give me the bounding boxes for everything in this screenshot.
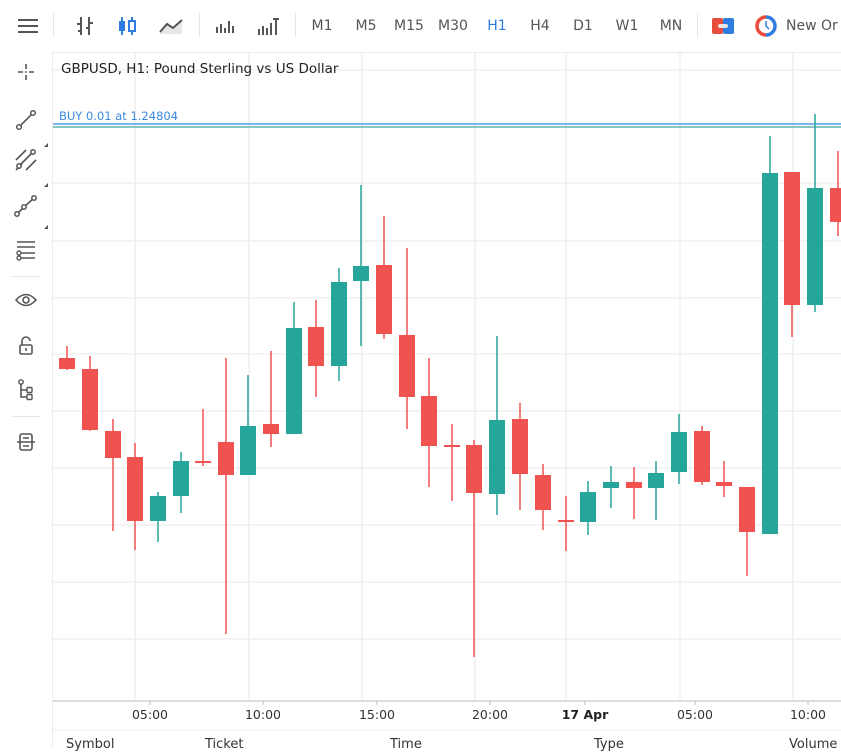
price-chart[interactable]: GBPUSD, H1: Pound Sterling vs US Dollar … [53,53,841,747]
submenu-indicator [44,225,48,229]
timeframe-m15[interactable]: M15 [390,0,428,52]
column-header-symbol[interactable]: Symbol [66,737,115,752]
column-header-volume[interactable]: Volume [789,737,838,752]
time-axis-label: 10:00 [789,707,827,722]
timeframe-h4[interactable]: H4 [525,0,555,52]
timeframe-label: M30 [438,18,468,34]
timeframe-label: M5 [355,18,377,34]
trend-line-icon[interactable] [10,104,42,136]
submenu-indicator [44,183,48,187]
timeframe-label: MN [659,18,683,34]
new-order-button[interactable]: New Or [755,0,841,52]
timeframe-d1[interactable]: D1 [568,0,598,52]
timeframe-label: D1 [573,18,593,34]
chart-title: GBPUSD, H1: Pound Sterling vs US Dollar [61,61,339,77]
order-line-label[interactable]: BUY 0.01 at 1.24804 [59,109,179,123]
channel-icon[interactable] [10,144,42,176]
one-click-trading-icon[interactable] [708,0,738,52]
hamburger-menu-icon[interactable] [10,0,46,52]
indicators-icon[interactable] [253,0,283,52]
timeframe-label: W1 [615,18,639,34]
timeframe-label: H1 [487,18,507,34]
line-chart-icon[interactable] [155,0,187,52]
timeframe-label: H4 [530,18,550,34]
top-toolbar: M1 M5 M15 M30 H1 H4 D1 W1 MN New Or [0,0,841,53]
timeframe-m5[interactable]: M5 [349,0,383,52]
timeframe-m1[interactable]: M1 [305,0,339,52]
toolbar-divider [199,13,200,37]
timeframe-m30[interactable]: M30 [433,0,473,52]
fibonacci-icon[interactable] [10,234,42,266]
remove-objects-icon[interactable] [10,426,42,458]
new-order-label: New Or [786,18,838,34]
unlock-icon[interactable] [10,330,42,362]
toolbar-divider [697,13,698,37]
column-header-ticket[interactable]: Ticket [205,737,244,752]
time-axis-label: 05:00 [131,707,169,722]
column-header-time[interactable]: Time [390,737,422,752]
timeframe-h1[interactable]: H1 [482,0,512,52]
timeframe-w1[interactable]: W1 [611,0,643,52]
timeframe-label: M1 [311,18,333,34]
volume-indicator-icon[interactable] [210,0,240,52]
drawing-tools-sidebar [0,52,53,747]
crosshair-icon[interactable] [10,56,42,88]
timeframe-mn[interactable]: MN [655,0,687,52]
time-axis-label: 10:00 [244,707,282,722]
submenu-indicator [44,143,48,147]
new-order-clock-icon [755,15,777,37]
time-axis-label: 15:00 [358,707,396,722]
time-axis-label: 05:00 [676,707,714,722]
object-tree-icon[interactable] [10,374,42,406]
timeframe-label: M15 [394,18,424,34]
column-header-type[interactable]: Type [594,737,624,752]
bar-chart-icon[interactable] [70,0,100,52]
toolbar-divider [53,13,54,37]
candlestick-chart-icon[interactable] [112,0,142,52]
time-axis-label: 20:00 [471,707,509,722]
eye-icon[interactable] [10,284,42,316]
sidebar-divider [12,276,40,277]
time-axis-label: 17 Apr [561,707,609,722]
toolbar-divider [295,13,296,37]
candlestick-plot [53,53,841,731]
polyline-icon[interactable] [10,190,42,222]
sidebar-divider [12,416,40,417]
